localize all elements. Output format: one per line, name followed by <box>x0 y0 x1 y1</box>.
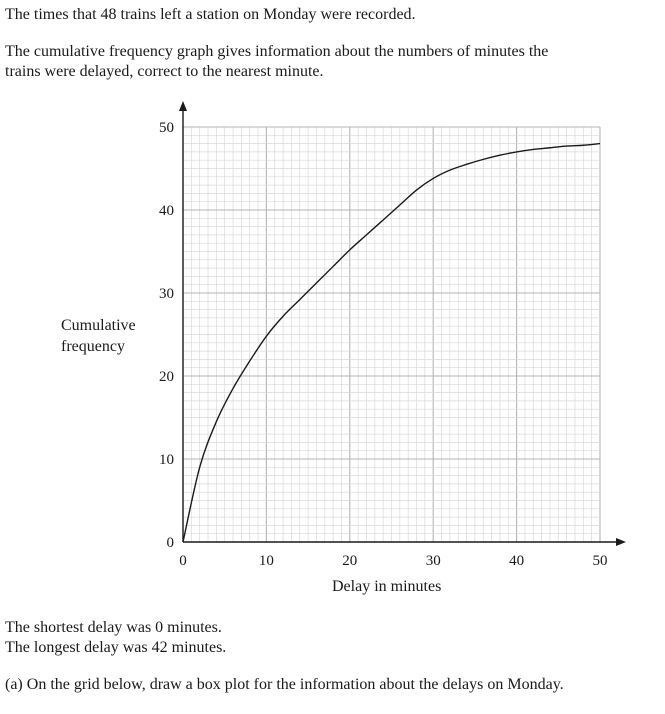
question-a: (a) On the grid below, draw a box plot f… <box>5 676 564 693</box>
y-tick-label: 10 <box>159 452 174 468</box>
chart-tick-labels: 0 10 20 30 40 50 0 10 20 30 40 50 <box>159 120 608 569</box>
shortest-delay-note: The shortest delay was 0 minutes. <box>5 619 222 636</box>
intro-text: The times that 48 trains left a station … <box>5 6 416 23</box>
longest-delay-note: The longest delay was 42 minutes. <box>5 639 227 656</box>
chart-curve-layer <box>182 142 601 543</box>
y-axis-label-line-1: Cumulative <box>61 317 136 334</box>
y-tick-label: 40 <box>159 203 174 219</box>
x-tick-label: 20 <box>342 553 357 569</box>
chart-grid <box>182 126 601 543</box>
y-tick-label: 20 <box>159 369 174 385</box>
x-tick-label: 30 <box>426 553 441 569</box>
y-tick-label: 0 <box>167 535 175 551</box>
chart-axes <box>179 101 626 546</box>
x-axis-arrowhead <box>616 538 626 546</box>
x-axis-label: Delay in minutes <box>332 578 442 595</box>
description-line-1: The cumulative frequency graph gives inf… <box>5 43 549 60</box>
x-tick-label: 0 <box>179 553 187 569</box>
x-tick-label: 50 <box>593 553 608 569</box>
cumulative-frequency-curve <box>182 142 601 543</box>
x-tick-label: 40 <box>509 553 524 569</box>
y-tick-label: 50 <box>159 120 174 136</box>
x-tick-label: 10 <box>259 553 274 569</box>
y-tick-label: 30 <box>159 286 174 302</box>
cumulative-frequency-chart: 0 10 20 30 40 50 0 10 20 30 40 50 <box>159 101 626 569</box>
y-axis-label-line-2: frequency <box>61 338 125 355</box>
y-axis-arrowhead <box>179 101 187 111</box>
description-line-2: trains were delayed, correct to the near… <box>5 63 324 80</box>
